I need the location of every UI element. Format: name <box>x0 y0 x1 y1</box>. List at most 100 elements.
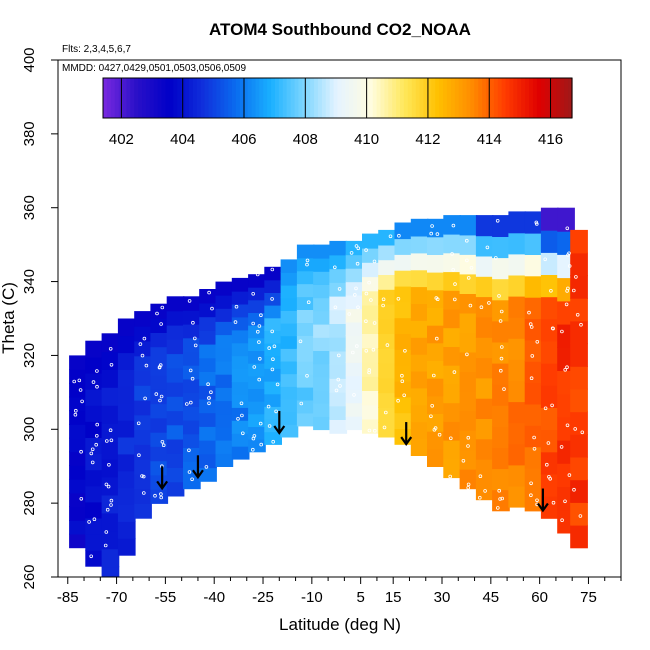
field-cell <box>443 458 461 479</box>
field-cell <box>134 399 152 416</box>
field-cell <box>492 257 510 280</box>
field-cell <box>117 352 136 370</box>
sample-point <box>563 367 567 372</box>
colorbar-segment <box>470 78 475 118</box>
x-tick-label: 5 <box>356 589 364 606</box>
dates-note: MMDD: 0427,0429,0501,0503,0506,0509 <box>62 63 246 74</box>
sample-point <box>565 365 569 370</box>
sample-point <box>142 491 146 495</box>
field-cell <box>410 320 429 338</box>
field-cell <box>475 316 494 338</box>
sample-points <box>72 219 585 559</box>
sample-point <box>543 406 548 411</box>
field-cell <box>313 416 331 431</box>
field-cell <box>199 412 217 427</box>
field-cell <box>345 240 364 256</box>
sample-point <box>191 320 195 325</box>
colorbar-segment <box>513 78 518 118</box>
sample-point <box>209 390 213 395</box>
field-cell <box>410 303 429 321</box>
sample-point <box>448 436 453 441</box>
field-cell <box>394 254 413 271</box>
field-cell <box>508 359 527 381</box>
sample-point <box>204 465 209 469</box>
colorbar-segment <box>431 78 436 118</box>
sample-point <box>352 293 357 297</box>
colorbar-tick-label: 404 <box>170 131 195 148</box>
sample-point <box>234 304 239 309</box>
sample-point <box>551 500 556 505</box>
field-cell <box>492 341 510 364</box>
sample-point <box>565 226 570 231</box>
field-cell <box>280 373 299 387</box>
sample-point <box>95 422 99 427</box>
field-cell <box>508 211 527 234</box>
colorbar-segment <box>540 78 546 118</box>
field-cell <box>313 297 331 312</box>
colorbar-segment <box>345 78 350 118</box>
field-cell <box>459 449 478 470</box>
sample-point <box>571 288 576 293</box>
field-cell <box>394 380 413 398</box>
colorbar-segment <box>142 78 147 118</box>
colorbar-segment <box>314 78 319 118</box>
field-cell <box>410 404 429 423</box>
field-cell <box>117 318 136 337</box>
colorbar-segment <box>403 78 409 118</box>
field-cell <box>69 465 87 480</box>
sample-point <box>372 428 377 433</box>
colorbar-segment <box>157 78 163 118</box>
colorbar-segment <box>443 78 448 118</box>
tropopause-arrows <box>156 410 549 513</box>
field-cell <box>264 317 282 331</box>
colorbar-segment <box>239 78 245 118</box>
sample-point <box>143 396 147 401</box>
sample-point <box>190 376 195 381</box>
x-tick-label: 45 <box>482 589 499 606</box>
sample-point <box>336 377 341 382</box>
field-cell <box>248 362 266 377</box>
field-cell <box>443 327 461 347</box>
x-tick-label: -55 <box>155 589 177 606</box>
sample-point <box>364 291 369 296</box>
field-cell <box>150 303 169 319</box>
sample-point <box>108 346 113 351</box>
sample-point <box>530 354 535 358</box>
sample-point <box>356 246 361 251</box>
field-cell <box>492 362 510 385</box>
sample-point <box>578 514 583 518</box>
field-cell <box>329 364 348 379</box>
field-cell <box>248 388 266 402</box>
sample-point <box>239 401 244 406</box>
field-cell <box>427 271 445 291</box>
sample-point <box>573 427 577 431</box>
colorbar-segment <box>169 78 174 118</box>
y-axis-label: Theta (C) <box>0 282 18 354</box>
sample-point <box>79 449 83 454</box>
sample-point <box>500 496 505 501</box>
field-cell <box>264 279 282 293</box>
field-cell <box>524 382 543 405</box>
field-cell <box>459 234 478 255</box>
field-cell <box>492 383 510 406</box>
field-cell <box>101 566 120 577</box>
sample-point <box>240 413 244 418</box>
field-cell <box>117 504 136 522</box>
sample-point <box>566 286 570 291</box>
field-cell <box>492 278 510 301</box>
sample-point <box>535 498 539 503</box>
colorbar-segment <box>552 78 557 118</box>
colorbar-tick-label: 408 <box>293 131 318 148</box>
sample-point <box>478 474 483 479</box>
field-cell <box>231 381 250 395</box>
field-cell <box>524 467 543 490</box>
field-cell <box>362 390 380 406</box>
field-cell <box>475 397 494 419</box>
sample-point <box>435 297 440 302</box>
field-cell <box>166 310 185 326</box>
sample-point <box>385 343 390 347</box>
field-cell <box>231 303 250 318</box>
sample-point <box>105 439 109 443</box>
field-cell <box>199 426 217 441</box>
tropopause-arrowhead <box>192 469 204 480</box>
